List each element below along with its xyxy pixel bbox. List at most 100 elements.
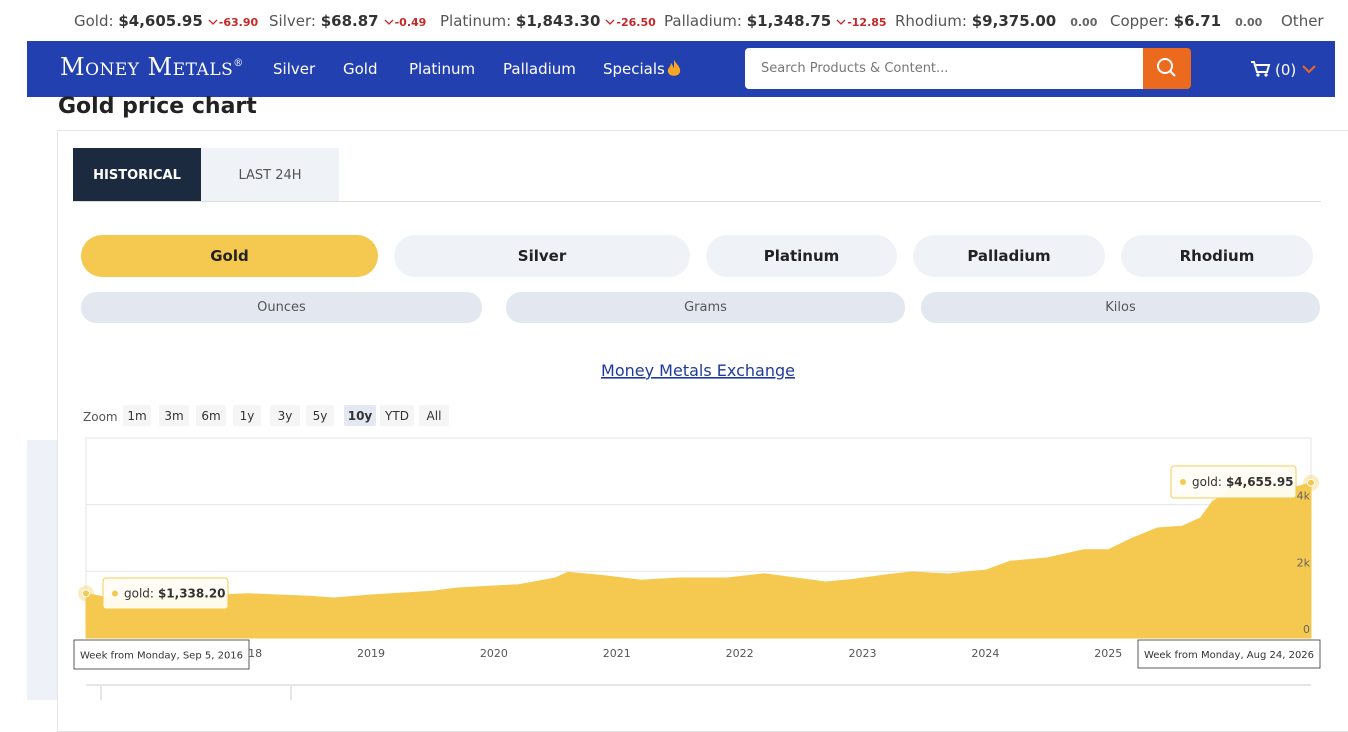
zoom-button[interactable]: 5y	[306, 405, 334, 426]
zoom-button[interactable]: All	[419, 405, 449, 426]
price: $4,605.95	[118, 12, 203, 30]
zoom-button[interactable]: 3y	[270, 405, 300, 426]
y-tick-label: 0	[1303, 623, 1310, 636]
ticker-item[interactable]: Gold: $4,605.95 -63.90	[74, 12, 258, 30]
zoom-button[interactable]: YTD	[380, 405, 414, 426]
change: -63.90	[218, 16, 259, 29]
down-icon	[605, 19, 615, 25]
zoom-button-label: 6m	[201, 409, 220, 423]
tooltip-text: gold: $4,655.95	[1192, 475, 1294, 489]
ticker-more[interactable]: Other	[1281, 12, 1324, 30]
zoom-button[interactable]: 3m	[159, 405, 189, 426]
zoom-button-label: 1y	[240, 409, 255, 423]
tooltip-dot	[112, 590, 118, 597]
zoom-button[interactable]: 1y	[233, 405, 261, 426]
logo-mark: ®	[233, 58, 244, 69]
ticker-item[interactable]: Rhodium: $9,375.00 0.00	[895, 12, 1097, 30]
zoom-button[interactable]: 1m	[123, 405, 151, 426]
y-tick-label: 2k	[1297, 556, 1311, 569]
down-icon	[208, 19, 218, 25]
price: $6.71	[1173, 12, 1222, 30]
label: Platinum:	[440, 12, 512, 30]
zoom-button-label: All	[427, 409, 442, 423]
nav-link[interactable]: Platinum	[409, 60, 476, 78]
metal-pill[interactable]: Palladium	[913, 235, 1105, 277]
x-tick-label: 2021	[603, 647, 631, 660]
date-tooltip-box	[73, 639, 250, 670]
ticker-item[interactable]: Palladium: $1,348.75 -12.85	[664, 12, 887, 30]
nav-link[interactable]: Silver	[273, 60, 316, 78]
search-input[interactable]: Search Products & Content...	[745, 48, 1143, 89]
cart-icon[interactable]	[1250, 60, 1272, 78]
zoom-button-label: 1m	[127, 409, 146, 423]
unit-pill[interactable]: Kilos	[921, 292, 1320, 323]
navbar: Money Metals® Silver Gold Platinum Palla…	[27, 41, 1335, 97]
x-tick-label: 2020	[480, 647, 508, 660]
logo-text: Money Metals	[60, 53, 234, 81]
change: 0.00	[1235, 16, 1263, 29]
price: $68.87	[320, 12, 379, 30]
zoom-label: Zoom	[83, 410, 118, 424]
metal-pill[interactable]: Rhodium	[1121, 235, 1313, 277]
page-heading: Gold price chart	[58, 94, 257, 119]
page: Gold: $4,605.95 -63.90 Silver: $68.87 -0.4…	[27, 12, 1348, 732]
change: -12.85	[847, 16, 887, 29]
down-icon	[836, 19, 846, 25]
tab[interactable]: LAST 24H	[201, 148, 339, 202]
zoom-button-label: YTD	[384, 409, 409, 423]
nav-link[interactable]: Palladium	[503, 60, 576, 78]
tab-rule	[73, 201, 1321, 202]
zoom-button-bg	[344, 405, 376, 426]
hover-point	[82, 589, 90, 598]
nav-link[interactable]: Gold	[343, 60, 378, 78]
tooltip-label: gold:	[124, 587, 154, 601]
price: $1,348.75	[746, 12, 832, 30]
metal-pill-active[interactable]: Gold	[81, 235, 378, 277]
zoom-button-bg	[306, 405, 334, 426]
nav-link[interactable]: Specials	[603, 60, 665, 78]
tooltip-text: gold: $1,338.20	[124, 587, 226, 601]
date-tooltip-text: Week from Monday, Aug 24, 2026	[1144, 650, 1314, 661]
zoom-button-label: 3y	[278, 409, 293, 423]
unit-pill[interactable]: Ounces	[81, 292, 482, 323]
y-tick-label: 4k	[1297, 490, 1311, 503]
change: -0.49	[394, 16, 427, 29]
zoom-button-bg	[233, 405, 261, 426]
x-tick-label: 2023	[849, 647, 877, 660]
chart-title[interactable]: Money Metals Exchange	[601, 361, 795, 380]
zoom-button-bg	[159, 405, 189, 426]
unit-pill[interactable]: Grams	[506, 292, 905, 323]
ticker-item[interactable]: Silver: $68.87 -0.49	[269, 12, 426, 30]
label: Palladium:	[664, 12, 742, 30]
tooltip-dot	[1180, 479, 1186, 485]
tooltip-box	[102, 577, 229, 610]
zoom-button[interactable]: 6m	[196, 405, 226, 426]
metal-pill[interactable]: Silver	[394, 235, 690, 277]
logo[interactable]: Money Metals®	[60, 53, 244, 81]
label: Rhodium:	[895, 12, 967, 30]
side-panel	[27, 440, 57, 700]
search-icon	[1157, 58, 1176, 77]
search-button[interactable]	[1143, 48, 1191, 89]
zoom-button[interactable]: 10y	[344, 405, 376, 426]
zoom-button-bg	[419, 405, 449, 426]
zoom-button-label: 10y	[348, 409, 373, 423]
label: Silver:	[269, 12, 316, 30]
price: $9,375.00	[971, 12, 1057, 30]
cart-count[interactable]: (0)	[1275, 61, 1297, 79]
tooltip-value: $1,338.20	[158, 587, 226, 601]
tooltip-value: $4,655.95	[1226, 475, 1294, 489]
tooltip-box	[1170, 465, 1297, 499]
dropdown-icon[interactable]	[1301, 63, 1317, 75]
ticker-item[interactable]: Copper: $6.71 0.00	[1110, 12, 1262, 30]
label: Gold:	[74, 12, 114, 30]
fire-icon	[667, 60, 681, 76]
date-tooltip-text: Week from Monday, Sep 5, 2016	[80, 651, 243, 662]
x-tick-label: 2025	[1094, 647, 1122, 660]
date-tooltip-box	[1137, 639, 1321, 669]
tab-active[interactable]: HISTORICAL	[73, 148, 201, 202]
zoom-button-label: 5y	[313, 409, 328, 423]
metal-pill[interactable]: Platinum	[706, 235, 897, 277]
ticker-item[interactable]: Platinum: $1,843.30 -26.50	[440, 12, 656, 30]
zoom-button-bg	[270, 405, 300, 426]
